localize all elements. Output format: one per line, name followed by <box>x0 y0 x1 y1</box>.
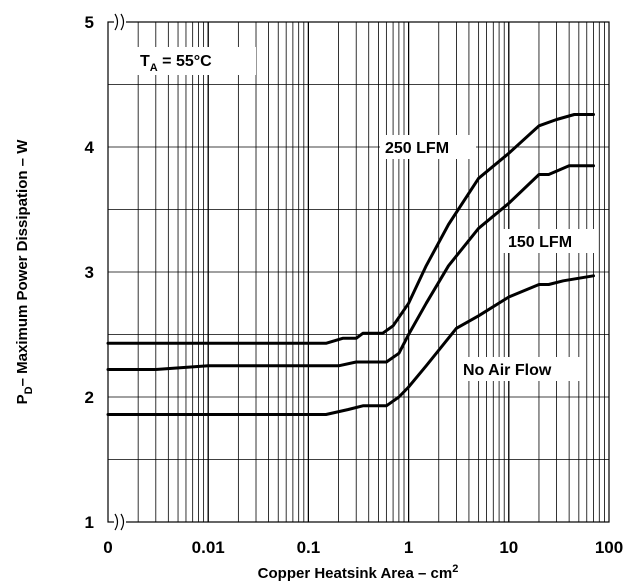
y-tick-label: 4 <box>85 138 95 157</box>
axis-break-mark <box>120 513 125 531</box>
plot-frame <box>107 21 610 523</box>
x-axis-title: Copper Heatsink Area – cm2 <box>258 563 459 582</box>
label-bg-150 <box>503 229 597 253</box>
y-tick-label: 3 <box>85 263 94 282</box>
x-tick-label: 100 <box>595 538 623 557</box>
axis-break-mark <box>114 13 119 31</box>
y-tick-label: 1 <box>85 513 94 532</box>
series-line-2 <box>106 274 595 416</box>
curves <box>106 113 595 416</box>
series-line-1 <box>106 164 595 371</box>
axis-break-mark <box>114 513 119 531</box>
x-tick-label: 10 <box>499 538 518 557</box>
label-250-lfm: 250 LFM <box>385 140 449 157</box>
condition-label-bg <box>134 47 256 75</box>
label-bg-250 <box>380 135 476 159</box>
condition-label: TA = 55°C <box>134 47 256 75</box>
y-tick-label: 2 <box>85 388 94 407</box>
x-tick-label: 0 <box>103 538 112 557</box>
label-no-air-flow: No Air Flow <box>463 362 552 379</box>
y-tick-label: 5 <box>85 13 94 32</box>
x-tick-labels: 0 0.01 0.1 1 10 100 <box>103 538 623 557</box>
x-tick-label: 0.01 <box>192 538 225 557</box>
axis-break-mark <box>120 13 125 31</box>
series-line-0 <box>106 113 595 345</box>
y-axis-title: PD– Maximum Power Dissipation – W <box>14 139 35 405</box>
y-tick-labels: 1 2 3 4 5 <box>85 13 95 532</box>
label-bg-noair <box>458 357 586 381</box>
label-150-lfm: 150 LFM <box>508 234 572 251</box>
axis-breaks <box>114 13 126 531</box>
x-tick-label: 0.1 <box>297 538 321 557</box>
condition-text: TA = 55°C <box>140 53 212 74</box>
x-tick-label: 1 <box>404 538 413 557</box>
grid <box>108 22 609 522</box>
